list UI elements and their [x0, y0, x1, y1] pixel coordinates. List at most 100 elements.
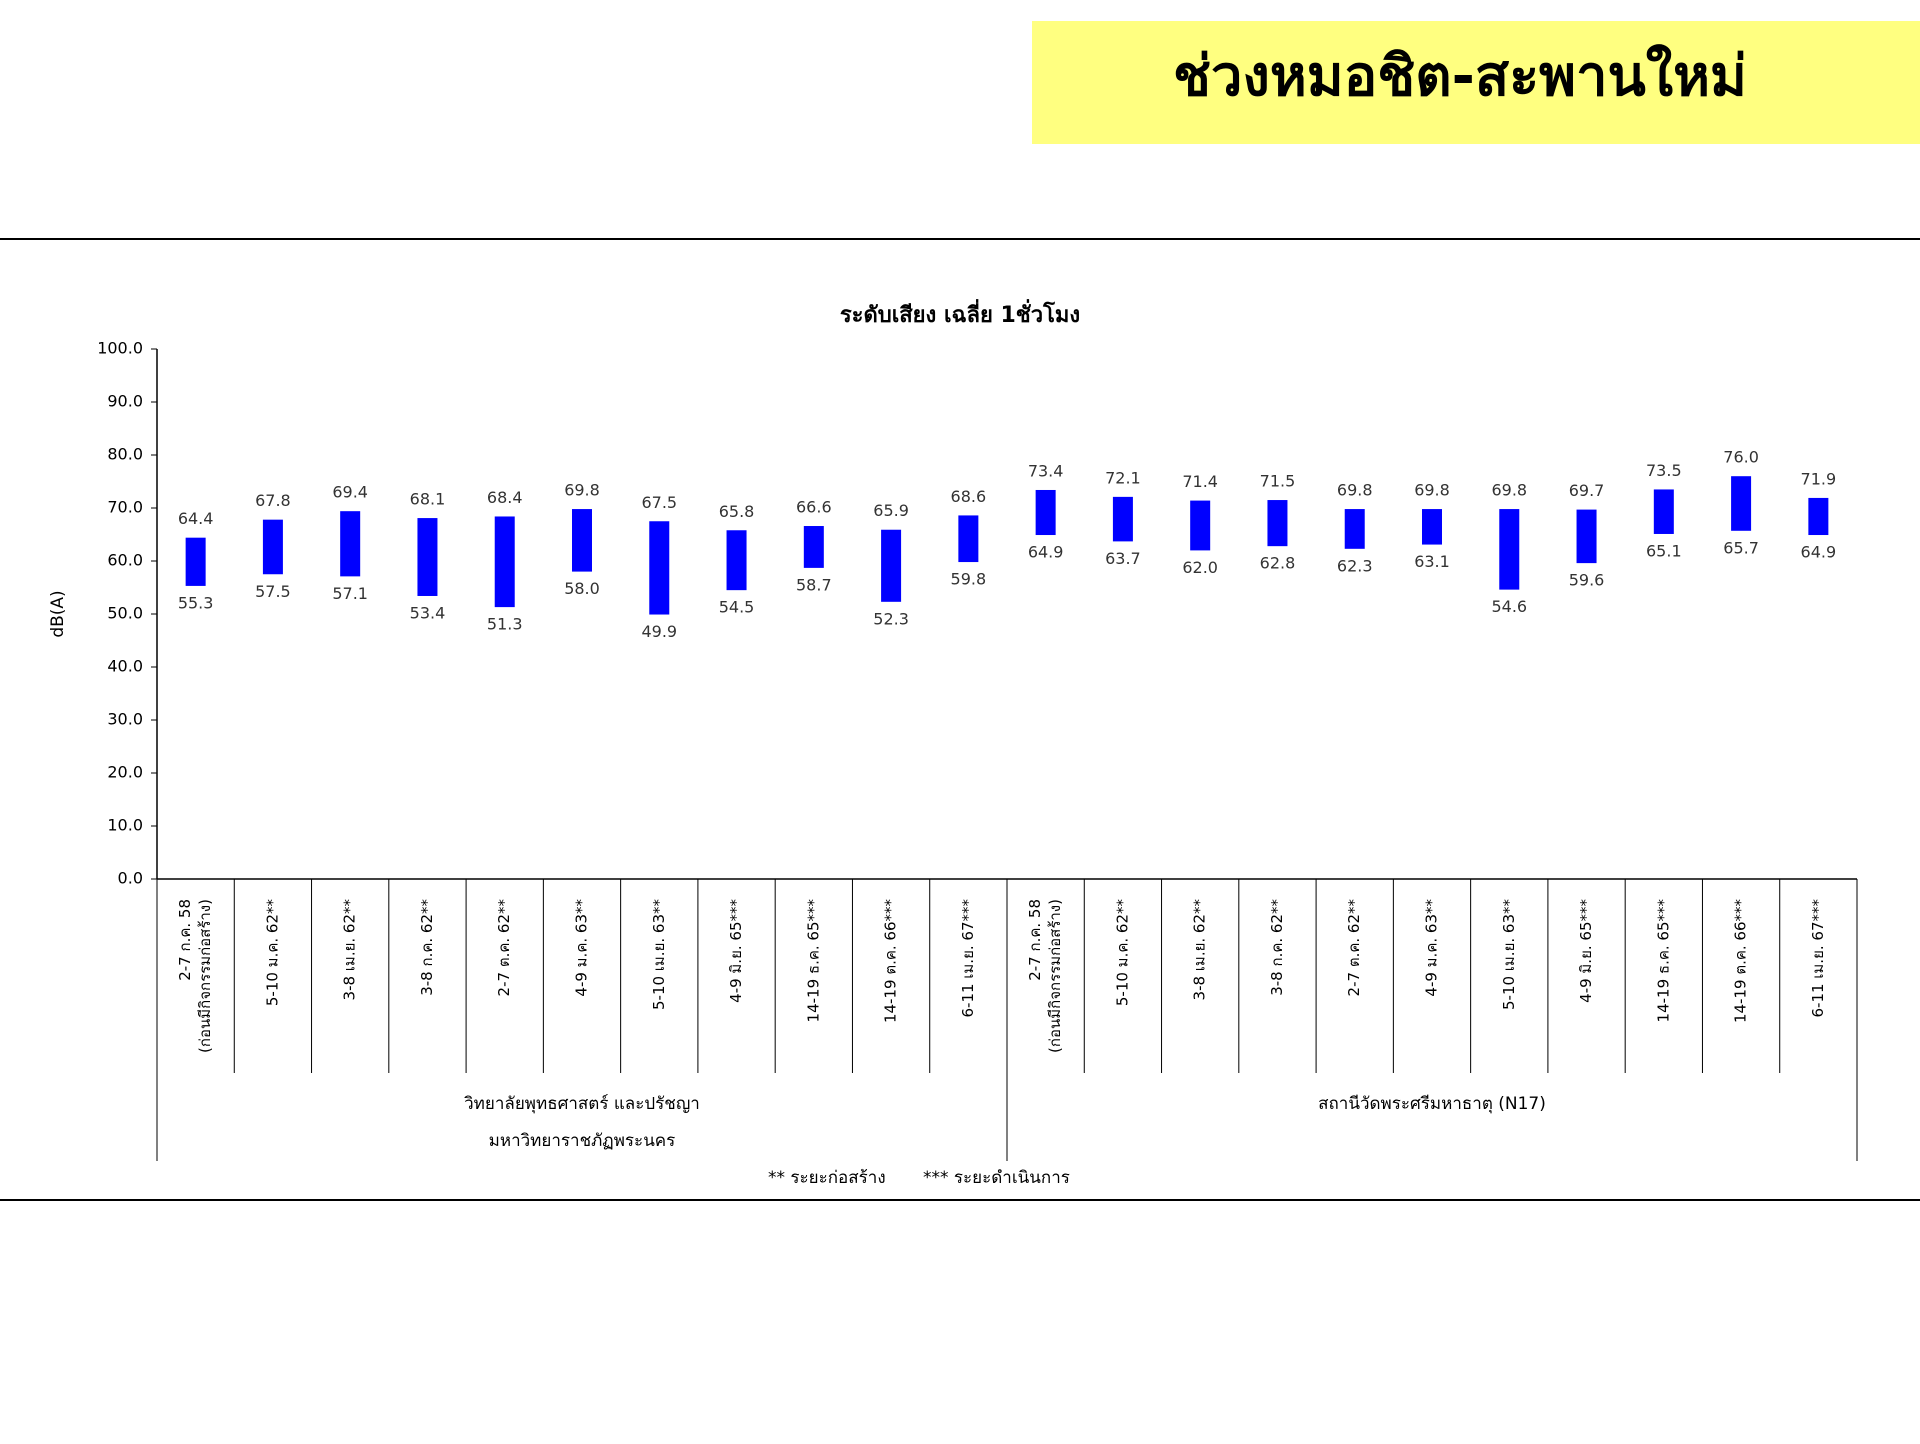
x-tick-label: 6-11 เม.ย. 67***: [1809, 899, 1827, 1018]
high-label: 71.4: [1182, 472, 1218, 491]
range-bar: [340, 511, 361, 577]
group-label: วิทยาลัยพุทธศาสตร์ และปรัชญา: [464, 1094, 700, 1114]
range-bar: [1112, 496, 1133, 542]
low-label: 62.8: [1260, 554, 1296, 573]
high-label: 65.9: [873, 501, 909, 520]
x-tick-label: 4-9 ม.ค. 63**: [1423, 899, 1441, 997]
low-label: 51.3: [487, 615, 523, 634]
high-label: 71.5: [1260, 472, 1296, 491]
range-bar: [1422, 509, 1442, 545]
low-label: 63.1: [1414, 552, 1450, 571]
high-label: 67.5: [641, 493, 677, 512]
low-label: 57.5: [255, 582, 291, 601]
high-label: 73.4: [1028, 461, 1064, 480]
high-label: 69.7: [1569, 481, 1605, 500]
low-label: 64.9: [1801, 543, 1837, 562]
range-bar: [572, 509, 592, 572]
x-tick-label: 14-19 ต.ค. 66***: [1732, 899, 1750, 1024]
y-tick-label: 90.0: [107, 392, 143, 411]
y-tick-label: 20.0: [107, 763, 143, 782]
high-label: 69.8: [1337, 481, 1373, 500]
footnote: *** ระยะดำเนินการ: [923, 1168, 1070, 1188]
y-tick-label: 100.0: [97, 339, 143, 358]
range-bar: [262, 519, 283, 575]
range-bar: [881, 529, 902, 602]
high-label: 73.5: [1646, 461, 1682, 480]
x-tick-label: 14-19 ธ.ค. 65***: [1654, 899, 1672, 1023]
footnote: ** ระยะก่อสร้าง: [768, 1168, 886, 1188]
x-tick-label: 2-7 ก.ค. 58: [1026, 899, 1044, 981]
low-label: 58.7: [796, 575, 832, 594]
high-label: 65.8: [719, 502, 755, 521]
low-label: 62.3: [1337, 556, 1373, 575]
high-label: 69.4: [332, 483, 368, 502]
x-tick-label: 5-10 ม.ค. 62**: [263, 899, 281, 1007]
x-tick-label: 3-8 ก.ค. 62**: [418, 899, 436, 996]
low-label: 62.0: [1182, 558, 1218, 577]
chart-title: ระดับเสียง เฉลี่ย 1ชั่วโมง: [840, 298, 1080, 328]
range-bar: [1267, 500, 1288, 547]
x-tick-label: 5-10 ม.ค. 62**: [1113, 899, 1131, 1007]
y-axis-label: dB(A): [48, 590, 68, 637]
range-bar: [417, 518, 438, 596]
range-bar: [1808, 497, 1829, 536]
x-tick-label: 3-8 เม.ย. 62**: [341, 899, 359, 1001]
low-label: 52.3: [873, 609, 909, 628]
x-tick-label: (ก่อนมีกิจกรรมก่อสร้าง): [196, 899, 214, 1053]
high-label: 64.4: [178, 509, 214, 528]
range-bar: [1344, 509, 1365, 549]
low-label: 49.9: [641, 622, 677, 641]
range-bar: [726, 530, 747, 591]
low-label: 65.7: [1723, 538, 1759, 557]
low-label: 63.7: [1105, 549, 1141, 568]
y-tick-label: 70.0: [107, 498, 143, 517]
range-bar: [1576, 509, 1597, 564]
y-tick-label: 60.0: [107, 551, 143, 570]
high-label: 68.1: [410, 490, 446, 509]
range-bar: [1190, 500, 1211, 551]
y-tick-label: 0.0: [118, 869, 143, 888]
x-tick-label: 6-11 เม.ย. 67***: [959, 899, 977, 1018]
title-box: [1032, 21, 1920, 144]
range-bar: [1731, 476, 1752, 531]
y-tick-label: 80.0: [107, 445, 143, 464]
low-label: 65.1: [1646, 541, 1682, 560]
x-tick-label: 5-10 เม.ย. 63**: [650, 899, 668, 1011]
low-label: 53.4: [410, 603, 446, 622]
low-label: 59.6: [1569, 571, 1605, 590]
high-label: 66.6: [796, 498, 832, 517]
range-bar: [1499, 509, 1520, 590]
y-tick-label: 10.0: [107, 816, 143, 835]
y-tick-label: 30.0: [107, 710, 143, 729]
high-label: 68.4: [487, 488, 523, 507]
range-bar: [494, 516, 515, 608]
x-tick-label: 2-7 ต.ค. 62**: [495, 899, 513, 997]
low-label: 57.1: [332, 584, 368, 603]
x-tick-label: 2-7 ต.ค. 62**: [1345, 899, 1363, 997]
group-label: สถานีวัดพระศรีมหาธาตุ (N17): [1318, 1094, 1546, 1114]
range-bar: [1653, 489, 1674, 534]
x-tick-label: 4-9 ม.ค. 63**: [573, 899, 591, 997]
high-label: 71.9: [1801, 469, 1837, 488]
low-label: 58.0: [564, 579, 600, 598]
high-label: 72.1: [1105, 468, 1141, 487]
x-tick-label: 2-7 ก.ค. 58: [176, 899, 194, 981]
y-tick-label: 50.0: [107, 604, 143, 623]
page-title: ช่วงหมอชิต-สะพานใหม่: [1173, 43, 1747, 109]
low-label: 54.6: [1491, 597, 1527, 616]
high-label: 67.8: [255, 491, 291, 510]
x-tick-label: 4-9 มิ.ย. 65***: [1577, 899, 1595, 1003]
range-bar: [803, 526, 824, 568]
high-label: 69.8: [564, 481, 600, 500]
range-bar: [185, 537, 206, 586]
x-tick-label: (ก่อนมีกิจกรรมก่อสร้าง): [1046, 899, 1064, 1053]
range-bar: [649, 521, 670, 615]
low-label: 54.5: [719, 598, 755, 617]
y-tick-label: 40.0: [107, 657, 143, 676]
x-tick-label: 14-19 ต.ค. 66***: [882, 899, 900, 1024]
low-label: 59.8: [951, 570, 987, 589]
high-label: 76.0: [1723, 448, 1759, 467]
high-label: 69.8: [1491, 481, 1527, 500]
